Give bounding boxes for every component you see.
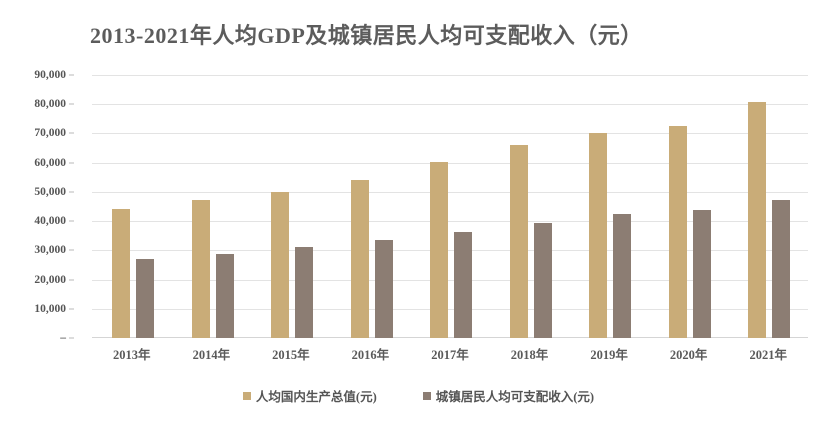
gridline	[92, 279, 808, 281]
y-axis-tick-mark	[69, 162, 74, 164]
y-axis-tick-mark	[69, 191, 74, 193]
y-axis-tick-label: 80,000	[34, 98, 66, 111]
y-axis-tick-mark	[69, 337, 74, 339]
legend-item-gdp[interactable]: 人均国内生产总值(元)	[242, 386, 377, 405]
bar-gdp[interactable]	[350, 179, 369, 338]
bar-gdp[interactable]	[112, 209, 130, 338]
legend-swatch-icon	[242, 391, 251, 400]
bar-income[interactable]	[613, 214, 632, 338]
legend-label: 城镇居民人均可支配收入(元)	[435, 390, 595, 404]
y-axis-tick-label: 90,000	[34, 69, 66, 81]
x-axis-tick-label: 2019年	[590, 348, 628, 362]
y-axis-tick-mark	[69, 279, 74, 281]
bar-group	[649, 75, 729, 338]
y-axis-tick-label: 10,000	[34, 302, 66, 315]
axis-baseline	[92, 337, 808, 338]
bar-group	[92, 75, 172, 338]
chart-title: 2013-2021年人均GDP及城镇居民人均可支配收入（元）	[90, 23, 643, 48]
bar-gdp[interactable]	[430, 162, 449, 338]
y-axis-tick-mark	[69, 249, 74, 251]
y-axis-tick-mark	[69, 308, 74, 310]
bar-group	[172, 75, 252, 338]
bar-income[interactable]	[215, 253, 234, 338]
gridline	[92, 162, 808, 164]
legend-label: 人均国内生产总值(元)	[255, 390, 377, 404]
y-axis-tick-label: 50,000	[34, 185, 66, 198]
y-axis-tick-label: 70,000	[34, 127, 66, 140]
bar-group	[251, 75, 331, 338]
y-axis-tick-label: 20,000	[34, 273, 66, 286]
gridline	[92, 191, 808, 193]
x-axis-tick-label: 2017年	[431, 348, 469, 362]
y-axis: – 10,000 20,000 30,000 40,000 50,000 60,000 70,…	[12, 69, 74, 344]
x-axis: 2013年 2014年 2015年 2016年 2017年 2018年 2019年 2020年…	[92, 344, 808, 366]
y-axis-tick-mark	[69, 74, 74, 76]
gridline	[92, 133, 808, 135]
y-axis-tick-label: 60,000	[34, 156, 66, 169]
y-axis-tick-mark	[69, 220, 74, 222]
bar-gdp[interactable]	[748, 101, 767, 338]
bar-income[interactable]	[374, 239, 393, 338]
bar-gdp[interactable]	[509, 145, 528, 338]
legend-item-income[interactable]: 城镇居民人均可支配收入(元)	[422, 386, 595, 405]
x-axis-tick-label: 2016年	[351, 348, 390, 362]
x-axis-tick-label: 2015年	[272, 348, 310, 362]
bar-gdp[interactable]	[668, 126, 687, 338]
chart-legend: 人均国内生产总值(元) 城镇居民人均可支配收入(元)	[0, 386, 837, 405]
bar-gdp[interactable]	[589, 132, 608, 338]
y-axis-tick-label: 40,000	[34, 215, 66, 228]
bar-income[interactable]	[692, 210, 711, 338]
x-axis-tick-label: 2014年	[192, 348, 231, 362]
x-axis-tick-label: 2020年	[669, 348, 708, 362]
x-axis-tick-label: 2013年	[113, 348, 151, 362]
gridline	[92, 75, 808, 76]
x-axis-tick-label: 2021年	[749, 348, 787, 362]
gridline	[92, 221, 808, 223]
bar-income[interactable]	[772, 199, 791, 338]
plot-area	[92, 75, 808, 338]
y-axis-tick-label: 30,000	[34, 244, 66, 257]
bar-income[interactable]	[533, 223, 552, 338]
gridline	[92, 104, 808, 106]
bar-income[interactable]	[136, 259, 154, 338]
bar-income[interactable]	[454, 231, 473, 338]
bar-group	[331, 75, 411, 338]
bar-group	[569, 75, 649, 338]
gridline	[92, 250, 808, 252]
x-axis-tick-label: 2018年	[510, 348, 549, 362]
legend-swatch-icon	[422, 391, 431, 400]
bar-gdp[interactable]	[191, 200, 210, 338]
bar-group	[410, 75, 490, 338]
gridline	[92, 308, 808, 310]
y-axis-tick-mark	[69, 103, 74, 105]
y-axis-tick-mark	[69, 132, 74, 134]
bar-income[interactable]	[295, 246, 314, 338]
bar-group	[728, 75, 808, 338]
y-axis-tick-label: –	[60, 332, 66, 344]
bar-group	[490, 75, 570, 338]
bar-gdp[interactable]	[271, 191, 290, 338]
